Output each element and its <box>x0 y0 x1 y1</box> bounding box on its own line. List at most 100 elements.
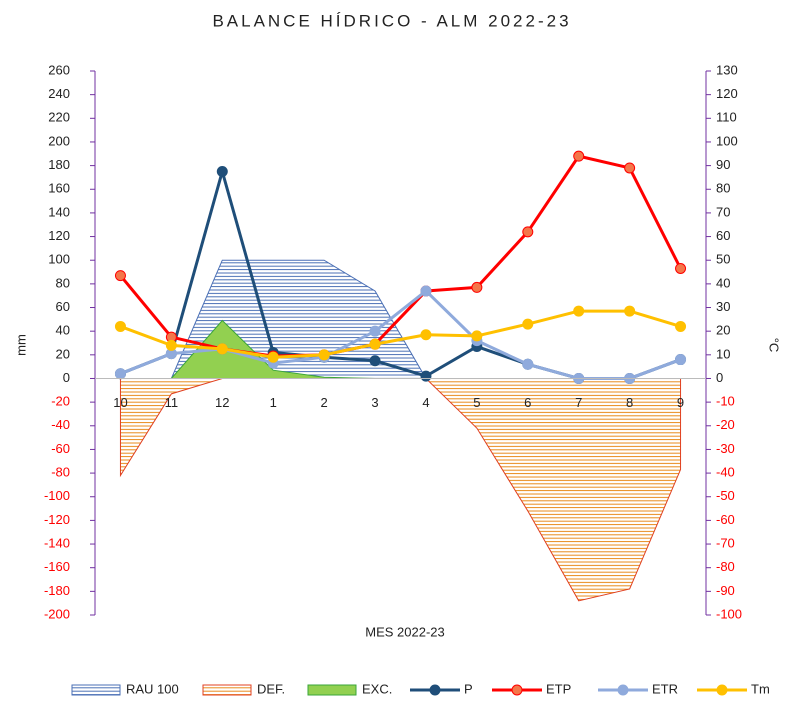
y-tick-label: 100 <box>48 252 70 267</box>
point <box>420 370 432 382</box>
legend-label: DEF. <box>257 681 285 696</box>
y-tick-label: 140 <box>48 204 70 219</box>
y2-tick-label: 80 <box>716 181 730 196</box>
y-tick-label: 160 <box>48 181 70 196</box>
y2-tick-label: 110 <box>716 110 737 125</box>
point <box>420 329 432 341</box>
y-tick-label: -120 <box>44 512 70 527</box>
y-tick-label: -180 <box>44 583 70 598</box>
y-tick-label: -140 <box>44 535 70 550</box>
y-tick-label: -40 <box>51 417 70 432</box>
y2-tick-label: 50 <box>716 252 730 267</box>
y2-tick-label: 120 <box>716 86 738 101</box>
y2-axis-label: °C <box>767 338 782 353</box>
y2-tick-label: -10 <box>716 394 735 409</box>
point <box>318 349 330 361</box>
y2-tick-label: -40 <box>716 465 735 480</box>
point <box>471 281 483 293</box>
point <box>675 262 687 274</box>
legend-swatch <box>71 684 121 696</box>
x-tick-label: 11 <box>165 395 179 410</box>
y-tick-label: 40 <box>56 323 70 338</box>
y-tick-label: 60 <box>56 299 70 314</box>
hatched-area <box>119 377 682 602</box>
legend-marker <box>617 684 629 696</box>
legend-marker <box>511 684 523 696</box>
y2-tick-label: 30 <box>716 299 730 314</box>
y-tick-label: 80 <box>56 275 70 290</box>
x-tick-label: 6 <box>524 395 531 410</box>
x-tick-label: 10 <box>113 395 127 410</box>
legend-label: Tm <box>751 681 770 696</box>
x-axis-label: MES 2022-23 <box>365 624 445 639</box>
x-tick-label: 2 <box>321 395 328 410</box>
x-tick-label: 7 <box>575 395 582 410</box>
point <box>471 330 483 342</box>
y-tick-label: 20 <box>56 346 70 361</box>
y-tick-label: 260 <box>48 62 70 77</box>
point <box>216 343 228 355</box>
legend-label: ETP <box>546 681 571 696</box>
legend-swatch <box>307 684 357 696</box>
y2-tick-label: -100 <box>716 606 742 621</box>
point <box>369 355 381 367</box>
y-tick-label: 180 <box>48 157 70 172</box>
y-tick-label: -60 <box>51 441 70 456</box>
y2-tick-label: 70 <box>716 204 730 219</box>
chart-title: BALANCE HÍDRICO - ALM 2022-23 <box>212 11 571 30</box>
point <box>114 320 126 332</box>
y2-tick-label: 0 <box>716 370 723 385</box>
point <box>216 166 228 178</box>
legend-label: P <box>464 681 473 696</box>
line <box>119 309 681 359</box>
point <box>267 351 279 363</box>
y-tick-label: -80 <box>51 465 70 480</box>
y2-tick-label: 100 <box>716 133 738 148</box>
y2-tick-label: -30 <box>716 441 735 456</box>
x-tick-label: 8 <box>626 395 633 410</box>
y2-tick-label: 10 <box>716 346 730 361</box>
y-tick-label: -100 <box>44 488 70 503</box>
y-tick-label: -200 <box>44 606 70 621</box>
point <box>114 368 126 380</box>
y2-tick-label: -70 <box>716 535 735 550</box>
point <box>522 318 534 330</box>
y-tick-label: 200 <box>48 133 70 148</box>
y-tick-label: -160 <box>44 559 70 574</box>
legend-marker <box>716 684 728 696</box>
y2-tick-label: -60 <box>716 512 735 527</box>
legend-marker <box>429 684 441 696</box>
x-tick-label: 4 <box>422 395 429 410</box>
legend-swatch <box>202 684 252 696</box>
point <box>369 338 381 350</box>
point <box>573 150 585 162</box>
point <box>675 320 687 332</box>
x-tick-label: 5 <box>473 395 480 410</box>
point <box>675 354 687 366</box>
y-tick-label: 240 <box>48 86 70 101</box>
point <box>369 325 381 337</box>
y-tick-label: 120 <box>48 228 70 243</box>
legend-label: RAU 100 <box>126 681 179 696</box>
x-tick-label: 12 <box>215 395 229 410</box>
point <box>573 305 585 317</box>
point <box>420 285 432 297</box>
point <box>522 358 534 370</box>
x-tick-label: 3 <box>371 395 378 410</box>
y2-tick-label: 60 <box>716 228 730 243</box>
x-tick-label: 1 <box>270 395 277 410</box>
legend-label: ETR <box>652 681 678 696</box>
y2-tick-label: -90 <box>716 583 735 598</box>
y2-tick-label: -20 <box>716 417 735 432</box>
y2-tick-label: -50 <box>716 488 735 503</box>
y2-tick-label: -80 <box>716 559 735 574</box>
point <box>165 339 177 351</box>
point <box>522 226 534 238</box>
point <box>114 270 126 282</box>
y2-tick-label: 130 <box>716 62 738 77</box>
y-tick-label: -20 <box>51 394 70 409</box>
y-axis-label: mm <box>13 334 28 356</box>
point <box>624 305 636 317</box>
y2-tick-label: 40 <box>716 275 730 290</box>
